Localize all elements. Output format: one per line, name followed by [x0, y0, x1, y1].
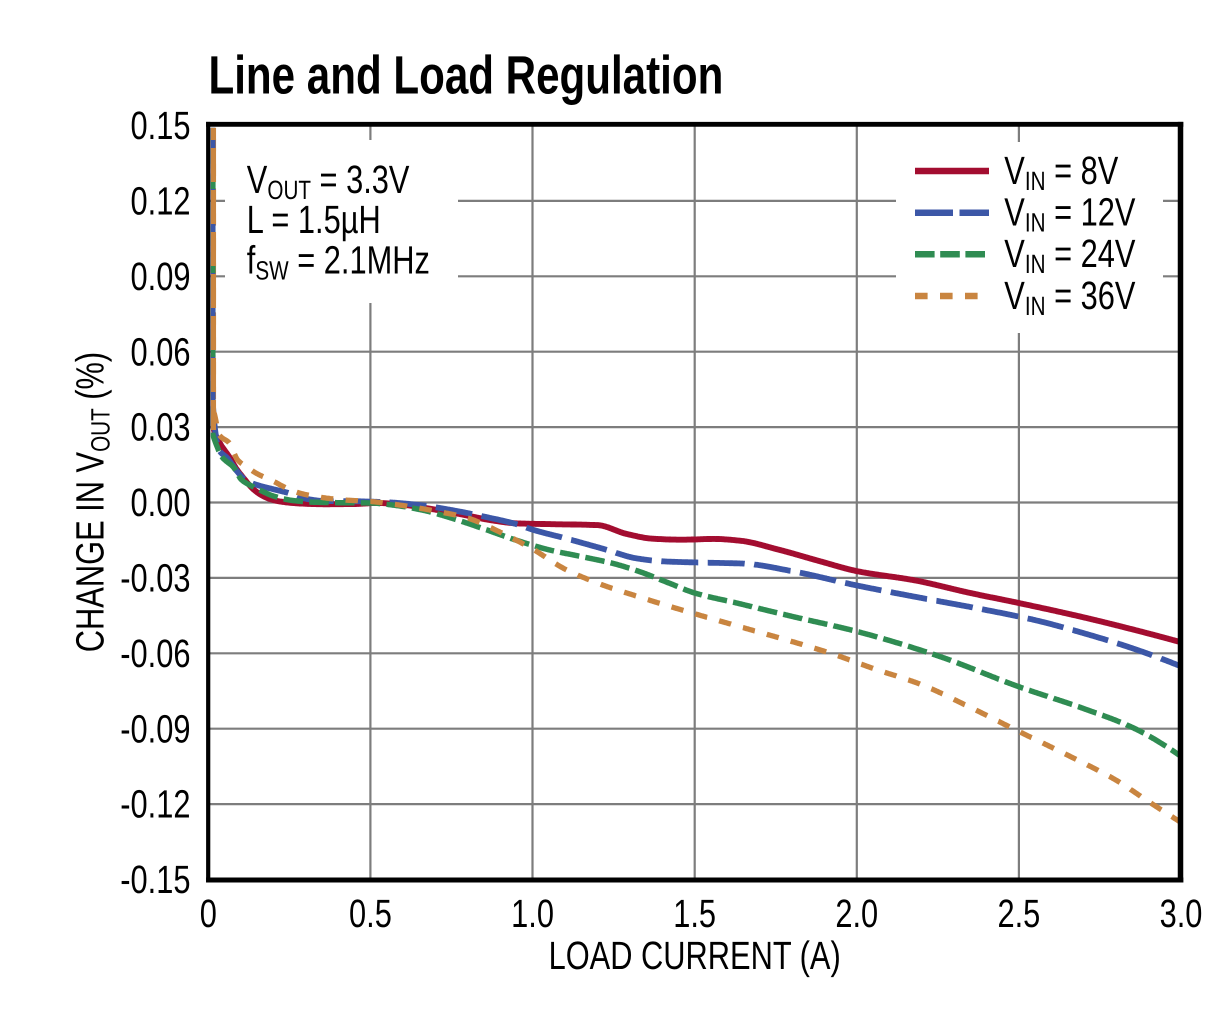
svg-text:0.06: 0.06 — [131, 330, 191, 374]
svg-text:0.15: 0.15 — [131, 104, 191, 148]
svg-text:-0.03: -0.03 — [120, 557, 190, 601]
svg-text:VIN = 12V: VIN = 12V — [1004, 191, 1136, 238]
svg-text:VIN = 24V: VIN = 24V — [1004, 232, 1136, 279]
svg-text:-0.12: -0.12 — [120, 783, 190, 827]
svg-text:LOAD CURRENT (A): LOAD CURRENT (A) — [549, 934, 841, 978]
svg-text:-0.06: -0.06 — [120, 632, 190, 676]
svg-text:1.0: 1.0 — [511, 892, 554, 936]
svg-text:1.5: 1.5 — [673, 892, 716, 936]
svg-text:0: 0 — [200, 892, 217, 936]
svg-text:0.12: 0.12 — [131, 180, 191, 224]
svg-text:CHANGE IN VOUT (%): CHANGE IN VOUT (%) — [69, 352, 116, 652]
svg-text:3.0: 3.0 — [1160, 892, 1203, 936]
svg-text:VIN = 36V: VIN = 36V — [1004, 274, 1136, 321]
svg-text:2.0: 2.0 — [835, 892, 878, 936]
svg-text:0.00: 0.00 — [131, 481, 191, 525]
svg-text:-0.15: -0.15 — [120, 858, 190, 902]
svg-text:2.5: 2.5 — [997, 892, 1040, 936]
svg-text:VIN = 8V: VIN = 8V — [1004, 149, 1119, 196]
svg-text:0.03: 0.03 — [131, 406, 191, 450]
svg-text:-0.09: -0.09 — [120, 707, 190, 751]
svg-text:0.09: 0.09 — [131, 255, 191, 299]
svg-text:L = 1.5µH: L = 1.5µH — [247, 198, 381, 242]
svg-text:Line and Load Regulation: Line and Load Regulation — [209, 46, 724, 106]
svg-text:0.5: 0.5 — [349, 892, 392, 936]
